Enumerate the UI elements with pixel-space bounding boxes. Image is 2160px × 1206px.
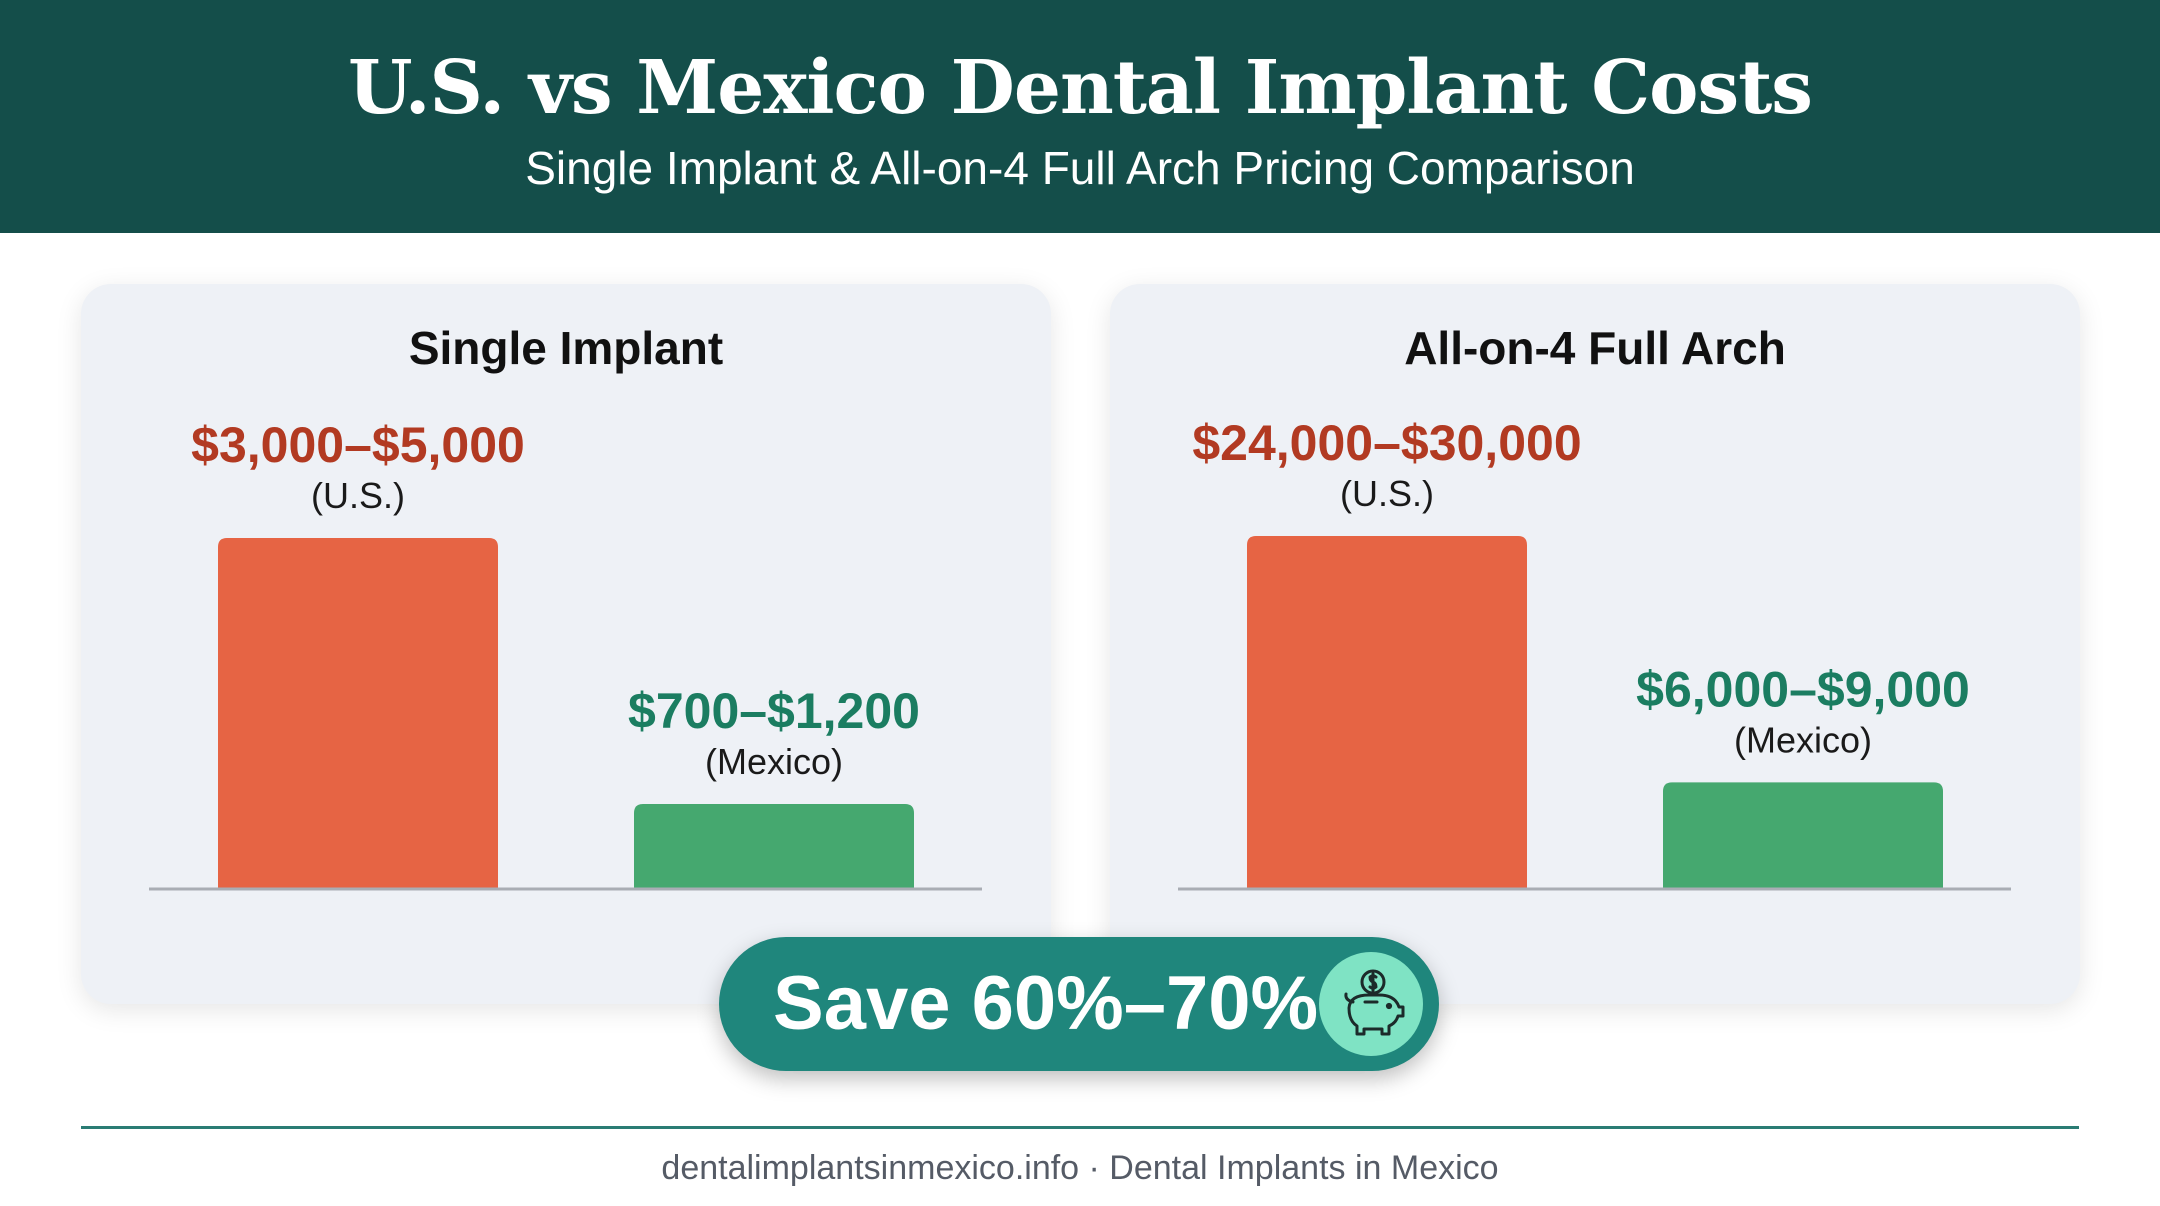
footer-credit: dentalimplantsinmexico.info · Dental Imp… (661, 1149, 1499, 1187)
bar-mexico (1663, 782, 1943, 888)
header-banner: U.S. vs Mexico Dental Implant Costs Sing… (0, 0, 2160, 233)
footer-divider (81, 1126, 2079, 1129)
bar-value-label: $700–$1,200 (628, 683, 920, 739)
bar-value-label: $3,000–$5,000 (191, 417, 525, 473)
chart-all-on-4: $24,000–$30,000(U.S.) $6,000–$9,000(Mexic… (1178, 415, 2011, 891)
chart-card-all-on-4: All-on-4 Full Arch $24,000–$30,000 (U.S.)… (1110, 284, 2080, 1004)
savings-label: Save 60%–70% (773, 961, 1319, 1046)
bar-value-label: $6,000–$9,000 (1636, 661, 1970, 717)
bar-category-label: (U.S.) (1340, 473, 1434, 514)
chart-title: All-on-4 Full Arch (1404, 322, 1786, 374)
chart-title: Single Implant (408, 322, 724, 374)
bar-us (1247, 536, 1527, 888)
piggy-bank-icon (1319, 952, 1423, 1056)
bar-us (218, 538, 498, 888)
bar-category-label: (Mexico) (1734, 719, 1872, 760)
bar-category-label: (Mexico) (705, 741, 843, 782)
page-subtitle: Single Implant & All-on-4 Full Arch Pric… (525, 142, 1635, 194)
savings-badge: Save 60%–70% (719, 937, 1439, 1071)
bar-mexico (634, 804, 914, 888)
bar-category-label: (U.S.) (311, 475, 405, 516)
bar-value-label: $24,000–$30,000 (1192, 415, 1581, 471)
chart-single-implant: $3,000–$5,000(U.S.) $700–$1,200(Mexico) (149, 417, 982, 891)
page-title: U.S. vs Mexico Dental Implant Costs (348, 45, 1813, 131)
chart-card-single-implant: Single Implant $3,000–$5,000 (U.S.) $700–$… (81, 284, 1051, 1004)
